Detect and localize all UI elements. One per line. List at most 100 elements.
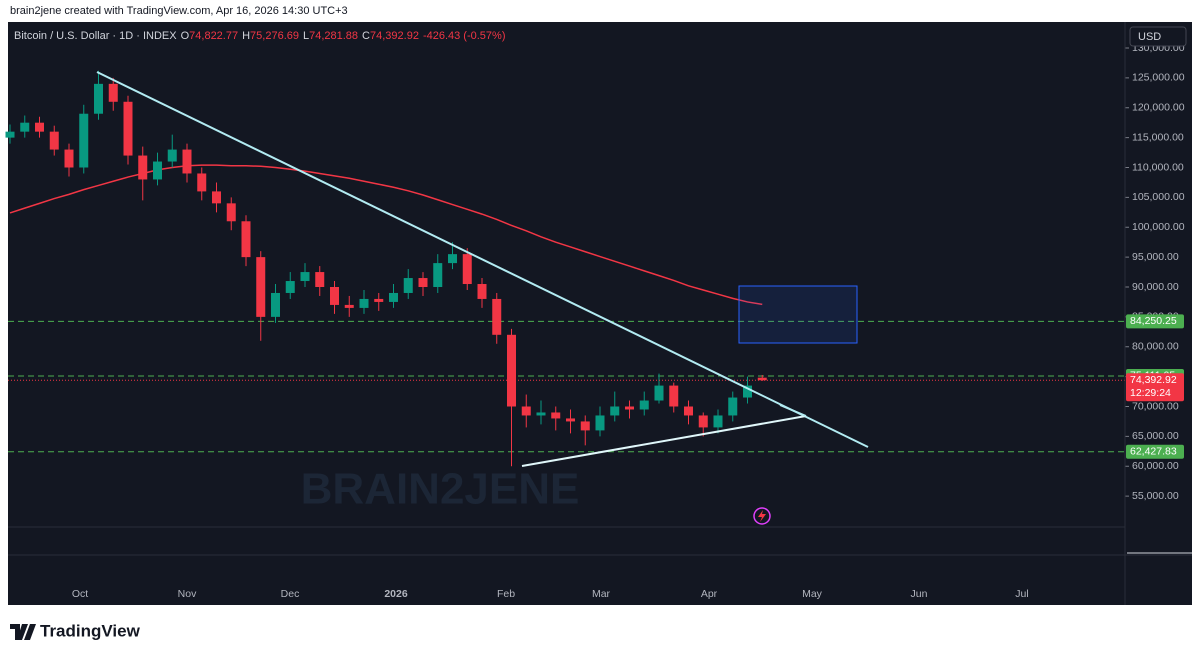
x-tick-label: Dec — [281, 588, 300, 600]
candle-body — [418, 278, 428, 287]
ohlc-key: L — [303, 30, 309, 42]
ohlc-value: 74,392.92 — [370, 30, 419, 42]
level-label-box — [1126, 314, 1184, 329]
candle-body — [389, 292, 398, 302]
symbol-title: Bitcoin / U.S. Dollar · 1D · INDEX — [14, 30, 177, 42]
candle-body — [35, 122, 44, 132]
watermark: BRAIN2JENE — [301, 465, 580, 514]
last-price-label: 74,392.92 — [1130, 374, 1177, 386]
candle-body — [669, 385, 679, 407]
ohlc-key: C — [362, 30, 370, 42]
candle-body — [94, 83, 103, 114]
y-tick-label: 120,000.00 — [1132, 102, 1185, 114]
candle-body — [359, 298, 369, 308]
candle-body — [595, 415, 605, 431]
candle-body — [639, 400, 649, 410]
ohlc-value: 74,822.77 — [189, 30, 238, 42]
chart-background — [8, 22, 1192, 605]
candle-body — [79, 113, 89, 168]
candle-body — [403, 278, 413, 293]
target-box — [738, 285, 858, 344]
level-label: 62,427.83 — [1130, 446, 1177, 458]
x-tick-label: Mar — [592, 588, 611, 600]
x-tick-label: Nov — [178, 588, 197, 600]
candle-body — [108, 83, 118, 102]
countdown: 12:29:24 — [1130, 387, 1171, 399]
candle-body — [285, 281, 295, 293]
candle-body — [315, 272, 325, 287]
brand: TradingView — [40, 621, 141, 640]
candle-body — [241, 221, 251, 258]
trend-line — [779, 404, 807, 417]
y-tick-label: 100,000.00 — [1132, 221, 1185, 233]
y-tick-label: 65,000.00 — [1132, 430, 1179, 442]
candle-body — [757, 377, 767, 381]
candle-body — [507, 334, 516, 407]
event-icon-bolt — [758, 510, 766, 522]
candle-body — [123, 101, 133, 156]
candle-body — [49, 131, 59, 150]
y-tick-label: 115,000.00 — [1132, 131, 1184, 143]
candle-body — [226, 203, 236, 222]
x-tick-label: Jul — [1015, 588, 1028, 600]
ohlc-value: 74,281.88 — [309, 30, 358, 42]
ohlc-key: O — [181, 30, 190, 42]
event-icon[interactable] — [753, 507, 771, 525]
candle-body — [64, 149, 74, 168]
candle-body — [536, 412, 546, 416]
candle-body — [477, 284, 487, 299]
ohlc-key: H — [242, 30, 250, 42]
candle-body — [5, 131, 15, 138]
x-tick-label: Feb — [497, 588, 515, 600]
candle-body — [138, 155, 148, 180]
y-tick-label: 90,000.00 — [1132, 281, 1179, 293]
candle-body — [374, 298, 384, 302]
candle-body — [462, 254, 472, 285]
candle-body — [344, 304, 354, 308]
y-tick-label: 95,000.00 — [1132, 251, 1179, 263]
header-text: brain2jene created with TradingView.com,… — [10, 5, 348, 17]
change: -426.43 (-0.57%) — [423, 30, 506, 42]
y-tick-label: 125,000.00 — [1132, 72, 1185, 84]
candle-body — [492, 298, 502, 335]
last-price-box — [1126, 373, 1184, 402]
candle-body — [197, 173, 207, 192]
candle-body — [256, 257, 266, 317]
level-label-box — [1126, 444, 1184, 459]
y-tick-label: 80,000.00 — [1132, 341, 1179, 353]
candle-body — [625, 406, 634, 410]
x-tick-label: Jun — [911, 588, 928, 600]
y-tick-label: 60,000.00 — [1132, 460, 1179, 472]
x-tick-label: May — [802, 588, 823, 600]
y-tick-label: 55,000.00 — [1132, 490, 1179, 502]
candle-body — [654, 385, 664, 401]
logo-mark — [10, 624, 36, 640]
candle-body — [566, 418, 575, 422]
candle-body — [330, 287, 339, 305]
currency-label: USD — [1138, 31, 1161, 43]
y-tick-label: 105,000.00 — [1132, 191, 1185, 203]
candle-body — [684, 406, 693, 416]
moving-average — [9, 164, 763, 306]
y-tick-label: 110,000.00 — [1132, 161, 1184, 173]
y-tick-label: 70,000.00 — [1132, 400, 1179, 412]
logo: TradingView — [10, 621, 141, 640]
candle-body — [580, 421, 590, 431]
candle-body — [743, 385, 752, 398]
currency-button[interactable] — [1129, 26, 1187, 47]
candle-body — [20, 122, 30, 132]
candle-body — [610, 406, 620, 416]
trend-line — [521, 415, 807, 467]
candle-body — [182, 149, 192, 174]
candle-body — [167, 149, 177, 162]
candle-body — [300, 272, 310, 282]
candle-body — [212, 191, 221, 204]
x-tick-label: Apr — [701, 588, 718, 600]
candle-body — [448, 254, 457, 264]
candle-body — [433, 263, 443, 287]
candle-body — [271, 292, 280, 317]
trend-line — [96, 71, 869, 448]
candle-body — [521, 406, 531, 416]
ohlc-value: 75,276.69 — [250, 30, 299, 42]
